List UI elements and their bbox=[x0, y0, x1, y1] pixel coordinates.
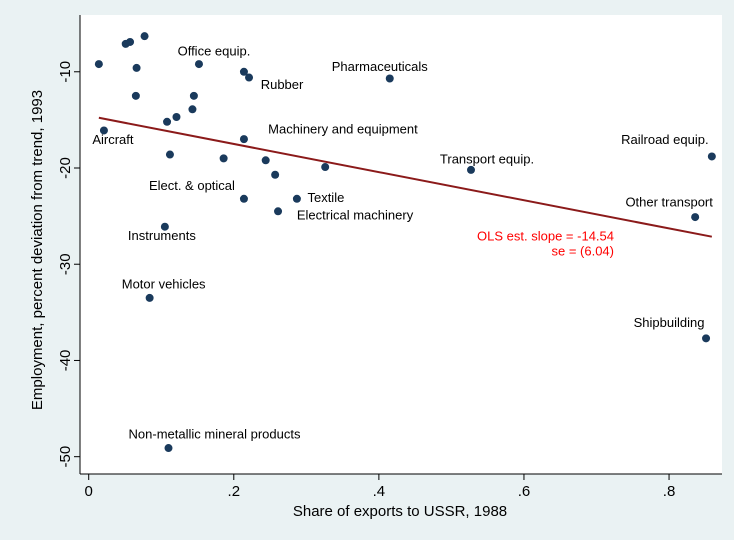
point bbox=[188, 105, 197, 114]
x-tick-label: 0 bbox=[85, 483, 93, 500]
point bbox=[126, 37, 135, 46]
point bbox=[691, 213, 700, 222]
point bbox=[219, 154, 228, 163]
point bbox=[163, 117, 172, 126]
point bbox=[385, 74, 394, 83]
fit-line bbox=[98, 116, 713, 238]
point bbox=[99, 126, 108, 135]
point bbox=[145, 293, 154, 302]
point bbox=[271, 170, 280, 179]
point-label: Aircraft bbox=[92, 132, 134, 147]
point-label: Rubber bbox=[261, 77, 304, 92]
x-tick-label: .2 bbox=[228, 483, 241, 500]
point bbox=[131, 91, 140, 100]
point bbox=[94, 60, 103, 69]
point-label: Motor vehicles bbox=[122, 276, 206, 291]
point-label: Shipbuilding bbox=[634, 315, 705, 330]
point bbox=[292, 194, 301, 203]
y-tick-label: -50 bbox=[57, 446, 74, 468]
point-label: Office equip. bbox=[178, 44, 251, 59]
point bbox=[164, 444, 173, 453]
annotation: OLS est. slope = -14.54 bbox=[477, 228, 614, 243]
point bbox=[165, 150, 174, 159]
point bbox=[321, 163, 330, 172]
point bbox=[245, 73, 254, 82]
x-axis-title: Share of exports to USSR, 1988 bbox=[293, 503, 507, 520]
point bbox=[194, 60, 203, 69]
point bbox=[140, 32, 149, 41]
point bbox=[160, 222, 169, 231]
point bbox=[467, 165, 476, 174]
y-tick-label: -10 bbox=[57, 61, 74, 83]
point bbox=[239, 67, 248, 76]
point-label: Railroad equip. bbox=[621, 132, 708, 147]
x-tick-label: .4 bbox=[373, 483, 386, 500]
y-tick-label: -20 bbox=[57, 157, 74, 179]
point bbox=[132, 63, 141, 72]
y-tick-label: -40 bbox=[57, 350, 74, 372]
point bbox=[239, 135, 248, 144]
point-label: Textile bbox=[307, 190, 344, 205]
point-label: Elect. & optical bbox=[149, 178, 235, 193]
point bbox=[189, 91, 198, 100]
x-tick-label: .6 bbox=[518, 483, 531, 500]
point bbox=[261, 156, 270, 165]
point-label: Transport equip. bbox=[440, 151, 534, 166]
plot-area bbox=[80, 15, 722, 474]
point bbox=[239, 194, 248, 203]
y-tick-label: -30 bbox=[57, 253, 74, 275]
annotation: se = (6.04) bbox=[551, 243, 614, 258]
point-label: Non-metallic mineral products bbox=[129, 426, 301, 441]
point bbox=[707, 152, 716, 161]
point bbox=[172, 113, 181, 121]
y-axis-title: Employment, percent deviation from trend… bbox=[29, 90, 46, 410]
point-label: Machinery and equipment bbox=[268, 122, 418, 137]
point-label: Other transport bbox=[625, 195, 713, 210]
point-label: Pharmaceuticals bbox=[332, 59, 429, 74]
point-label: Electrical machinery bbox=[297, 208, 414, 223]
point bbox=[274, 207, 283, 216]
point bbox=[702, 334, 711, 343]
x-tick-label: .8 bbox=[663, 483, 676, 500]
point-label: Instruments bbox=[128, 228, 196, 243]
